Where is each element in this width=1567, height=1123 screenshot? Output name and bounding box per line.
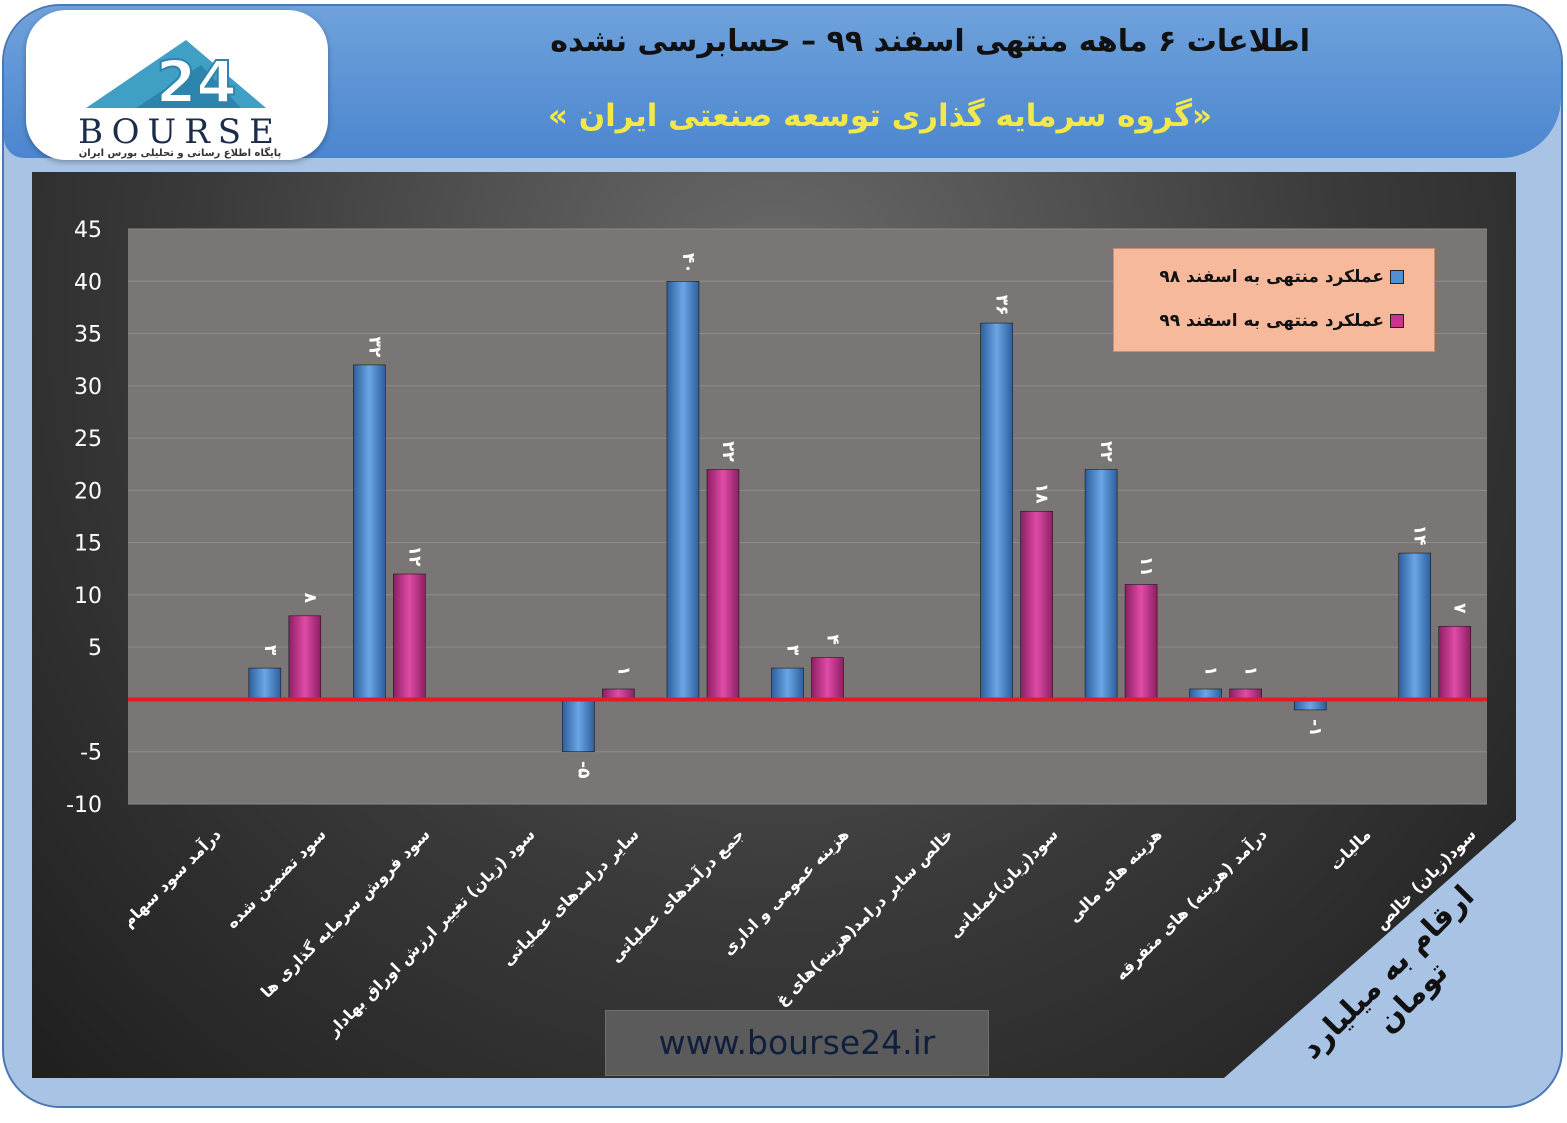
bar-value-label: ۲۲ (1096, 441, 1116, 462)
chart-legend: عملکرد منتهی به اسفند ۹۸ عملکرد منتهی به… (1113, 248, 1435, 352)
bar-98 (771, 667, 804, 700)
bar-value-label: ۸ (300, 593, 320, 604)
bar-value-label: ۳ (783, 645, 803, 656)
bar-value-label: ۱۴ (1410, 525, 1430, 546)
bar-value-label: ۷ (1450, 603, 1470, 614)
y-tick-label: -10 (66, 793, 102, 818)
y-tick-label: 45 (74, 218, 102, 243)
bar-99 (706, 469, 740, 700)
legend-label-99: عملکرد منتهی به اسفند ۹۹ (1159, 311, 1384, 331)
company-title: «گروه سرمایه گذاری توسعه صنعتی ایران » (547, 98, 1213, 134)
bar-98 (353, 364, 386, 700)
watermark-url: www.bourse24.ir (605, 1010, 989, 1076)
bar-99 (1020, 510, 1053, 700)
y-tick-label: 20 (74, 479, 102, 504)
bar-value-label: ۱۸ (1032, 483, 1052, 504)
bar-value-label: ۲۲ (718, 441, 738, 462)
bar-98 (980, 322, 1013, 700)
legend-item-99: عملکرد منتهی به اسفند ۹۹ (1159, 311, 1404, 331)
y-tick-label: 25 (74, 427, 102, 452)
bar-value-label: ۱ (1241, 666, 1261, 676)
y-tick-label: 30 (74, 375, 102, 400)
bar-98 (248, 667, 282, 700)
y-tick-label: -5 (80, 741, 102, 766)
legend-label-98: عملکرد منتهی به اسفند ۹۸ (1159, 267, 1384, 287)
bar-99 (288, 615, 322, 700)
y-tick-label: 40 (74, 270, 102, 295)
y-tick-label: 35 (74, 323, 102, 348)
bar-value-label: ۴۰ (678, 253, 698, 274)
bar-value-label: ۳۲ (364, 337, 384, 358)
bar-value-label: -۱ (1305, 719, 1325, 736)
legend-swatch-98 (1390, 270, 1404, 284)
bar-98 (562, 699, 595, 753)
bar-value-label: ۱ (1201, 666, 1221, 676)
logo-subtitle: پایگاه اطلاع رسانی و تحلیلی بورس ایران (78, 148, 282, 159)
y-tick-label: 5 (88, 636, 102, 661)
legend-swatch-99 (1390, 314, 1404, 328)
bar-98 (1084, 469, 1118, 700)
bar-99 (811, 657, 844, 700)
bourse24-logo: 24 BOURSE پایگاه اطلاع رسانی و تحلیلی بو… (26, 10, 328, 160)
bar-99 (1438, 625, 1472, 700)
bar-value-label: -۵ (573, 761, 593, 778)
y-tick-label: 15 (74, 532, 102, 557)
y-tick-label: 10 (74, 584, 102, 609)
bar-value-label: ۴ (823, 634, 843, 644)
bar-value-label: ۱ (613, 666, 633, 676)
legend-item-98: عملکرد منتهی به اسفند ۹۸ (1159, 267, 1404, 287)
page-title: اطلاعات ۶ ماهه منتهی اسفند ۹۹ – حسابرسی … (550, 24, 1310, 59)
bar-99 (393, 573, 426, 700)
bar-value-label: ۳۶ (992, 295, 1012, 316)
bar-99 (1124, 584, 1158, 700)
bar-98 (1398, 552, 1432, 700)
bar-98 (666, 280, 700, 700)
bar-value-label: ۱۲ (404, 546, 424, 567)
logo-word: BOURSE (78, 112, 282, 152)
svg-text:24: 24 (156, 48, 237, 116)
bar-value-label: ۳ (260, 645, 280, 656)
logo-mountain-icon: 24 (86, 40, 266, 117)
bar-value-label: ۱۱ (1136, 556, 1156, 577)
